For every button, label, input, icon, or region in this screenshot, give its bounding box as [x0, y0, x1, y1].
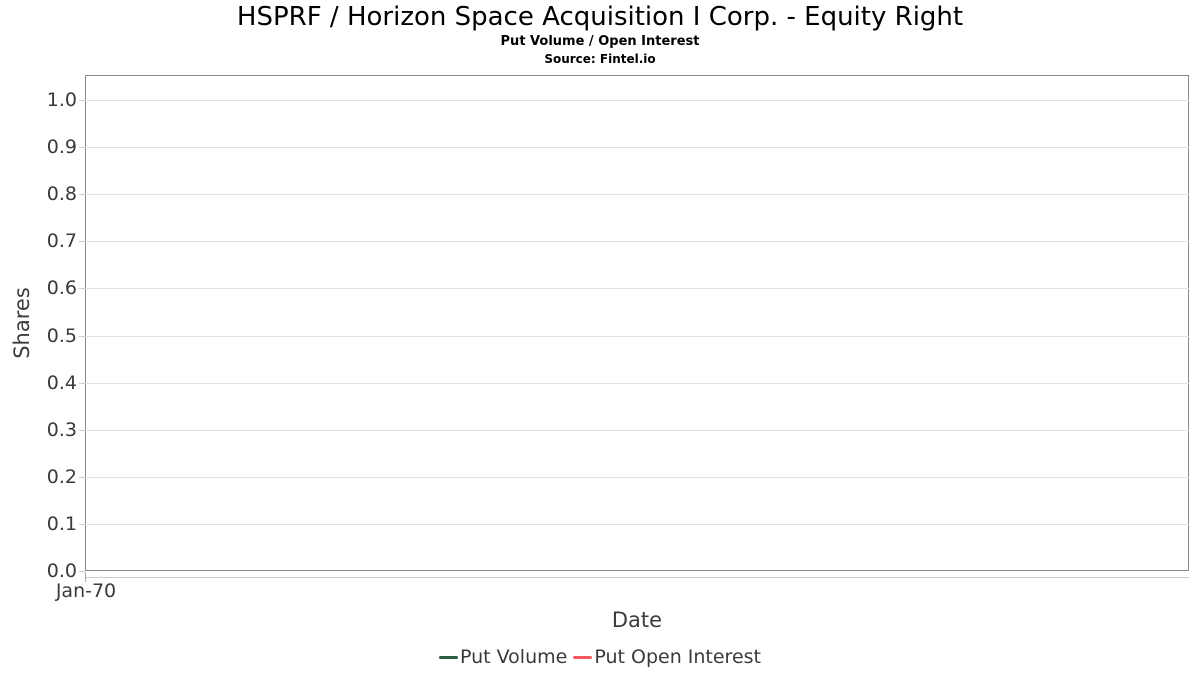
y-tick-label: 0.3 [46, 419, 77, 441]
gridline [85, 100, 1189, 101]
gridline [85, 288, 1189, 289]
chart-subtitle: Put Volume / Open Interest [500, 34, 700, 49]
y-tick-mark [79, 241, 85, 242]
x-axis-line [85, 577, 1189, 578]
y-tick-label: 1.0 [46, 89, 77, 111]
gridline [85, 477, 1189, 478]
y-tick-mark [79, 383, 85, 384]
y-tick-mark [79, 336, 85, 337]
chart-title: HSPRF / Horizon Space Acquisition I Corp… [236, 2, 964, 32]
y-tick-mark [79, 147, 85, 148]
legend-item[interactable]: Put Open Interest [573, 646, 761, 668]
legend-line-icon [573, 655, 593, 659]
y-tick-label: 0.7 [46, 230, 77, 252]
legend-line-icon [439, 655, 458, 659]
y-tick-mark [79, 100, 85, 101]
x-tick-label: Jan-70 [55, 580, 117, 602]
y-tick-label: 0.2 [46, 466, 77, 488]
y-tick-label: 0.4 [46, 372, 77, 394]
gridline [85, 524, 1189, 525]
legend-label: Put Open Interest [594, 646, 761, 668]
y-tick-mark [79, 430, 85, 431]
y-tick-label: 0.6 [46, 277, 77, 299]
y-tick-label: 0.8 [46, 183, 77, 205]
chart-source: Source: Fintel.io [544, 52, 656, 66]
y-tick-mark [79, 571, 85, 572]
gridline [85, 430, 1189, 431]
x-axis-title: Date [611, 608, 663, 632]
y-tick-mark [79, 524, 85, 525]
gridline [85, 194, 1189, 195]
gridline [85, 383, 1189, 384]
y-tick-mark [79, 477, 85, 478]
legend-item[interactable]: Put Volume [439, 646, 567, 668]
gridline [85, 147, 1189, 148]
legend-label: Put Volume [460, 646, 568, 668]
y-tick-label: 0.5 [46, 325, 77, 347]
legend: Put Volume Put Open Interest [0, 646, 1200, 668]
y-tick-label: 0.1 [46, 513, 77, 535]
plot-area [85, 75, 1189, 571]
x-tick-mark [85, 572, 86, 582]
y-tick-label: 0.9 [46, 136, 77, 158]
gridline [85, 241, 1189, 242]
gridline [85, 336, 1189, 337]
y-tick-label: 0.0 [46, 560, 77, 582]
y-tick-mark [79, 194, 85, 195]
y-tick-mark [79, 288, 85, 289]
